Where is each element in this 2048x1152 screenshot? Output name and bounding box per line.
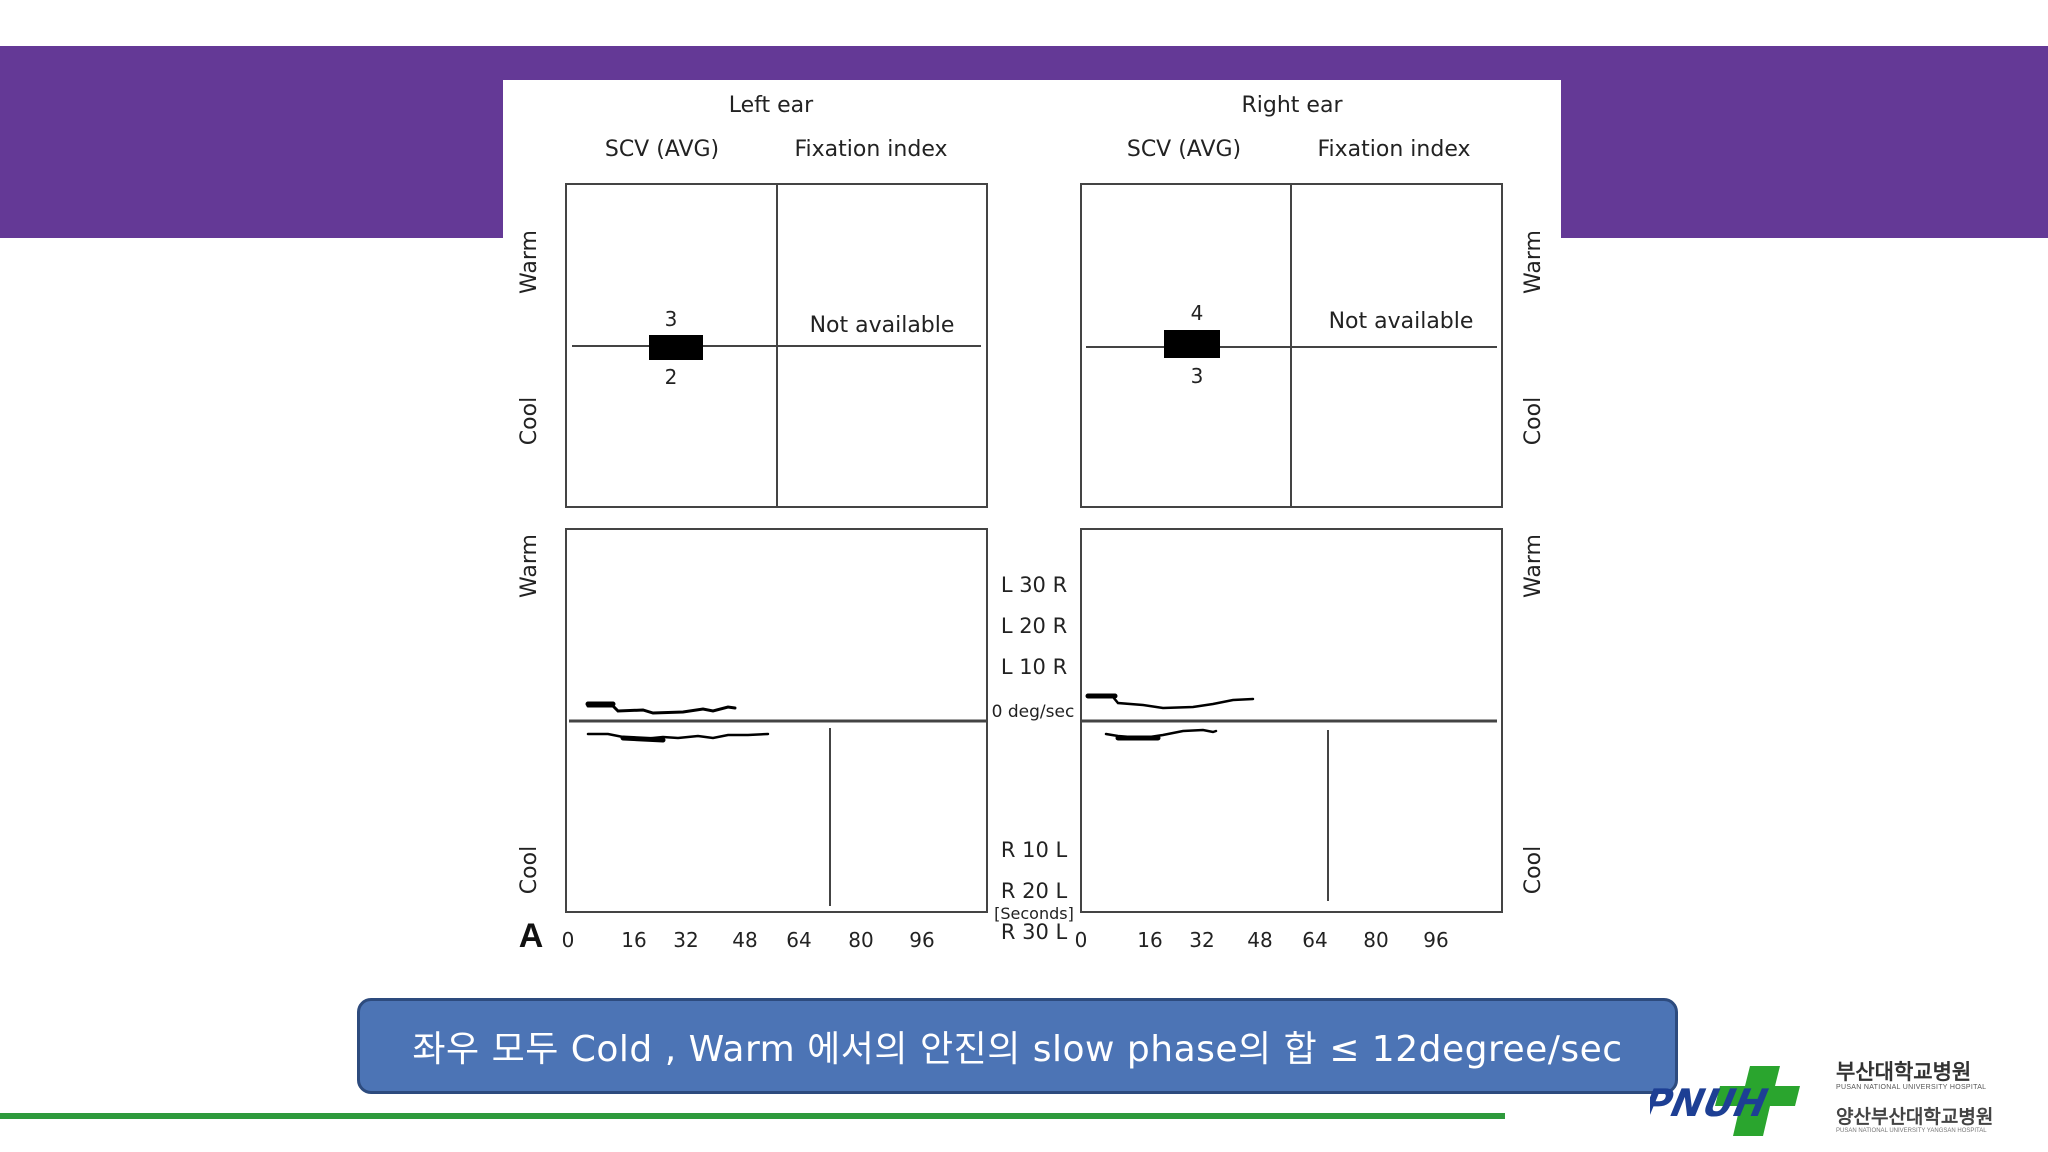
hospital-name-yangsan: 양산부산대학교병원: [1836, 1106, 1994, 1128]
axis-label-r30l: R 30 L: [1001, 920, 1068, 944]
axis-label-zero: 0 deg/sec: [992, 702, 1075, 722]
right-x-tick-16: 16: [1137, 928, 1162, 952]
right-upper-cool-label: Cool: [1521, 397, 1546, 445]
axis-label-r10l: R 10 L: [1001, 838, 1068, 862]
left-upper-warm-label: Warm: [517, 230, 542, 294]
figure-svg: Left ear SCV (AVG) Fixation index Right …: [517, 93, 1546, 955]
hospital-logo: PNUH 부산대학교병원 PUSAN NATIONAL UNIVERSITY H…: [1650, 1050, 2022, 1142]
right-lower-value: 3: [1191, 364, 1204, 388]
left-x-tick-48: 48: [732, 928, 757, 952]
pnuh-logo-mark: PNUH: [1650, 1066, 1800, 1136]
right-fixation-header: Fixation index: [1318, 137, 1471, 162]
left-scv-header: SCV (AVG): [605, 137, 719, 162]
right-upper-value: 4: [1191, 301, 1204, 325]
left-x-tick-0: 0: [562, 928, 575, 952]
right-x-tick-80: 80: [1363, 928, 1388, 952]
panel-letter: A: [519, 917, 544, 955]
left-fixation-na: Not available: [810, 313, 955, 338]
left-x-tick-32: 32: [673, 928, 698, 952]
left-x-tick-96: 96: [909, 928, 934, 952]
left-x-tick-80: 80: [848, 928, 873, 952]
footer-divider: [0, 1113, 1505, 1119]
axis-label-l30r: L 30 R: [1001, 573, 1067, 597]
left-lower-value: 2: [665, 365, 678, 389]
axis-label-r20l: R 20 L: [1001, 879, 1068, 903]
right-x-tick-0: 0: [1075, 928, 1088, 952]
seconds-label-visible: [Seconds]: [994, 904, 1074, 923]
axis-label-l20r: L 20 R: [1001, 614, 1067, 638]
caption-text: 좌우 모두 Cold , Warm 에서의 안진의 slow phase의 합 …: [412, 1029, 1623, 1070]
hospital-name-en: PUSAN NATIONAL UNIVERSITY HOSPITAL: [1836, 1084, 1987, 1091]
right-lower-warm-label: Warm: [1521, 534, 1546, 598]
nystagmus-figure: Left ear SCV (AVG) Fixation index Right …: [503, 80, 1561, 977]
left-warm-trace: [586, 704, 737, 715]
right-warm-trace: [1086, 695, 1255, 710]
right-upper-warm-label: Warm: [1521, 230, 1546, 294]
left-upper-cool-label: Cool: [517, 397, 542, 445]
caption-box: 좌우 모두 Cold , Warm 에서의 안진의 slow phase의 합 …: [357, 998, 1678, 1094]
hospital-name: 부산대학교병원: [1836, 1060, 1972, 1084]
right-ear-title: Right ear: [1242, 93, 1344, 118]
right-lower-cool-label: Cool: [1521, 846, 1546, 894]
right-fixation-na: Not available: [1329, 309, 1474, 334]
right-x-tick-48: 48: [1247, 928, 1272, 952]
left-x-tick-16: 16: [621, 928, 646, 952]
hospital-name-yangsan-en: PUSAN NATIONAL UNIVERSITY YANGSAN HOSPIT…: [1836, 1128, 1987, 1134]
left-upper-value: 3: [665, 307, 678, 331]
left-ear-title: Left ear: [729, 93, 814, 118]
pnuh-logo-text: PNUH: [1650, 1081, 1771, 1126]
axis-label-l10r: L 10 R: [1001, 655, 1067, 679]
left-cool-trace: [586, 732, 770, 741]
right-x-tick-32: 32: [1189, 928, 1214, 952]
left-x-tick-64: 64: [786, 928, 811, 952]
right-x-tick-64: 64: [1302, 928, 1327, 952]
left-lower-cool-label: Cool: [517, 846, 542, 894]
left-scv-bar: [649, 335, 703, 360]
left-fixation-header: Fixation index: [795, 137, 948, 162]
right-x-tick-96: 96: [1423, 928, 1448, 952]
left-lower-warm-label: Warm: [517, 534, 542, 598]
right-scv-bar: [1164, 330, 1220, 358]
right-scv-header: SCV (AVG): [1127, 137, 1241, 162]
